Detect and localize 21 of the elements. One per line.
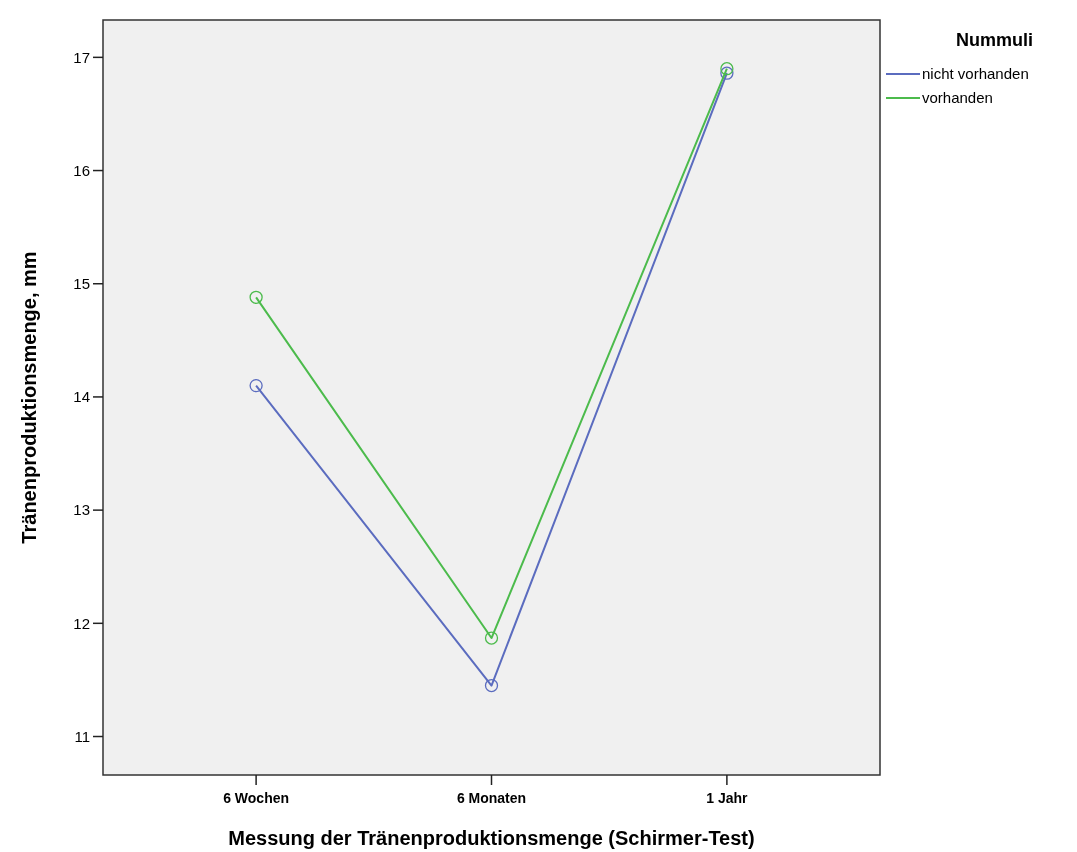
x-tick-label: 6 Monaten xyxy=(456,790,527,806)
legend-label: vorhanden xyxy=(922,89,993,107)
point xyxy=(484,631,499,645)
x-axis-title: Messung der Tränenproduktionsmenge (Schirmer-Test) xyxy=(228,827,755,849)
y-tick-label: 11 xyxy=(74,727,90,745)
legend-label: nicht vorhanden xyxy=(922,65,1029,83)
y-axis-title: Tränenproduktionsmenge, mm xyxy=(18,251,40,544)
y-tick-label: 13 xyxy=(73,501,90,519)
y-tick-label: 14 xyxy=(73,388,90,406)
x-tick-label: 6 Wochen xyxy=(223,790,290,806)
x-tick-label: 1 Jahr xyxy=(706,790,749,806)
point xyxy=(484,678,499,693)
point xyxy=(249,290,263,304)
point xyxy=(720,66,734,80)
y-tick-label: 16 xyxy=(73,161,90,179)
y-tick-label: 12 xyxy=(73,614,90,632)
y-tick-label: 17 xyxy=(73,48,90,66)
legend-title: Nummuli xyxy=(956,30,1034,50)
y-tick-label: 15 xyxy=(73,274,90,292)
point xyxy=(720,62,734,76)
point xyxy=(249,378,263,393)
